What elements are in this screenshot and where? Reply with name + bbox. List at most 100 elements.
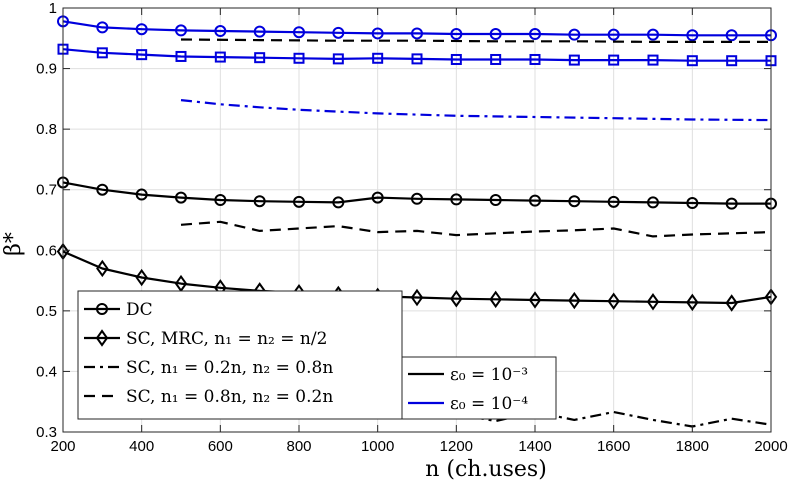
series-4	[57, 15, 777, 42]
circle-marker	[568, 28, 581, 41]
ticks: 200 400 600 800 1000 1200 1400 1600 1800 2000 0.3 0…	[36, 0, 788, 455]
circle-marker	[371, 27, 384, 40]
square-marker	[96, 47, 108, 59]
plot-frame	[62, 7, 772, 433]
series-0	[57, 176, 777, 210]
circle-marker	[96, 183, 109, 196]
x-tick-label: 800	[286, 438, 311, 455]
circle-marker	[135, 188, 148, 201]
x-tick-label: 200	[50, 438, 75, 455]
square-marker	[293, 52, 305, 64]
circle-marker	[214, 194, 227, 207]
circle-marker	[332, 26, 345, 39]
square-marker	[254, 52, 266, 64]
y-tick-label: 0.9	[36, 61, 57, 78]
circle-marker	[253, 25, 266, 38]
series-line	[62, 250, 772, 305]
circle-marker	[607, 28, 620, 41]
y-tick-label: 0.4	[36, 363, 57, 380]
y-tick-label: 0.6	[36, 242, 57, 259]
diamond-marker	[686, 293, 699, 312]
y-tick-label: 0.5	[36, 303, 57, 320]
square-marker	[568, 54, 580, 66]
legend-box	[401, 356, 557, 420]
legend-label: SC, n₁ = 0.8n, n₂ = 0.2n	[126, 387, 333, 407]
series-layer	[56, 15, 778, 428]
legend-label: ε₀ = 10⁻⁴	[450, 394, 528, 414]
circle-marker	[725, 197, 738, 210]
circle-marker	[450, 193, 463, 206]
diamond-marker	[607, 292, 620, 310]
circle-marker	[607, 195, 620, 208]
diamond-marker	[568, 291, 581, 310]
square-marker	[608, 54, 620, 66]
circle-marker	[411, 27, 423, 40]
x-tick-label: 1400	[518, 438, 551, 455]
square-marker	[372, 52, 384, 64]
series-line	[180, 38, 771, 44]
series-line	[62, 181, 771, 205]
series-6	[180, 38, 771, 44]
circle-marker	[411, 192, 423, 205]
square-marker	[136, 49, 148, 61]
diamond-marker	[489, 290, 502, 309]
circle-marker	[293, 26, 305, 39]
square-marker	[529, 53, 541, 65]
series-5	[57, 43, 777, 67]
diamond-marker	[528, 291, 542, 309]
x-tick-label: 1000	[361, 438, 394, 455]
series-line	[62, 48, 771, 62]
circle-marker	[529, 194, 541, 207]
x-tick-label: 1200	[440, 438, 473, 455]
diamond-marker	[450, 290, 463, 308]
square-marker	[490, 53, 502, 65]
y-tick-label: 0.8	[36, 121, 57, 138]
square-marker	[175, 50, 187, 62]
circle-marker	[253, 195, 266, 208]
legend-epsilon: ε₀ = 10⁻³ ε₀ = 10⁻⁴	[401, 356, 557, 420]
circle-marker	[214, 25, 227, 38]
legend-box	[77, 290, 403, 420]
circle-marker	[96, 303, 108, 315]
square-marker	[214, 51, 226, 63]
circle-marker	[686, 29, 699, 42]
circle-marker	[371, 191, 384, 204]
x-tick-label: 2000	[754, 438, 787, 455]
circle-marker	[332, 196, 345, 209]
x-tick-label: 600	[208, 438, 233, 455]
diamond-marker	[410, 288, 424, 307]
square-marker	[726, 55, 738, 67]
circle-marker	[529, 28, 541, 41]
x-tick-label: 1600	[597, 438, 630, 455]
series-line	[180, 220, 772, 238]
legend-schemes: DC SC, MRC, n₁ = n₂ = n/2 SC, n₁ = 0.2n, n…	[77, 290, 403, 420]
y-axis-label: β*	[1, 232, 26, 256]
circle-marker	[135, 23, 148, 36]
circle-marker	[450, 28, 463, 41]
circle-marker	[686, 197, 699, 210]
series-line	[180, 99, 772, 122]
diamond-marker	[646, 293, 660, 311]
legend-label: SC, n₁ = 0.2n, n₂ = 0.8n	[126, 358, 333, 378]
circle-marker	[647, 28, 659, 41]
diamond-marker	[725, 294, 738, 312]
series-2	[180, 220, 772, 238]
legend-label: ε₀ = 10⁻³	[450, 365, 528, 385]
x-tick-label: 400	[129, 438, 154, 455]
circle-marker	[647, 196, 659, 209]
square-marker	[686, 55, 698, 67]
series-line	[62, 20, 771, 37]
diamond-marker	[95, 329, 109, 347]
circle-marker	[489, 28, 502, 41]
y-tick-label: 0.3	[36, 424, 57, 441]
circle-marker	[175, 191, 187, 204]
circle-marker	[568, 195, 581, 208]
square-marker	[450, 53, 462, 65]
diamond-marker	[96, 259, 109, 278]
square-marker	[647, 54, 659, 66]
legend-label: SC, MRC, n₁ = n₂ = n/2	[126, 329, 327, 349]
y-tick-label: 0.7	[36, 182, 57, 199]
circle-marker	[96, 21, 109, 34]
x-axis-label: n (ch.uses)	[425, 457, 547, 482]
